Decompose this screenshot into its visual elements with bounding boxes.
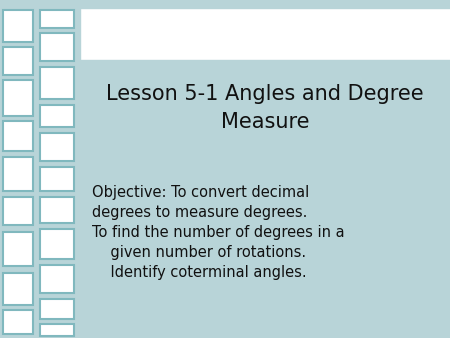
Bar [40, 229, 74, 259]
Text: degrees to measure degrees.: degrees to measure degrees. [92, 205, 307, 220]
Bar [3, 121, 33, 151]
Text: given number of rotations.: given number of rotations. [92, 245, 306, 260]
Bar [3, 232, 33, 266]
Bar [40, 265, 74, 293]
Bar [40, 324, 74, 336]
Bar [3, 47, 33, 75]
Bar [40, 133, 74, 161]
Bar [40, 10, 74, 28]
Bar [3, 273, 33, 305]
Bar [3, 10, 33, 42]
Bar [3, 197, 33, 225]
Bar [3, 310, 33, 334]
Text: Lesson 5-1 Angles and Degree
Measure: Lesson 5-1 Angles and Degree Measure [106, 84, 424, 132]
Bar [40, 105, 74, 127]
Bar [0, 0, 80, 338]
Bar [40, 167, 74, 191]
Bar [40, 67, 74, 99]
Bar [0, 60, 450, 338]
Bar [40, 299, 74, 319]
Bar [0, 0, 450, 8]
Bar [40, 197, 74, 223]
Text: Objective: To convert decimal: Objective: To convert decimal [92, 185, 309, 200]
Bar [3, 157, 33, 191]
Text: Identify coterminal angles.: Identify coterminal angles. [92, 265, 306, 280]
Text: To find the number of degrees in a: To find the number of degrees in a [92, 225, 345, 240]
Bar [40, 33, 74, 61]
Bar [3, 80, 33, 116]
